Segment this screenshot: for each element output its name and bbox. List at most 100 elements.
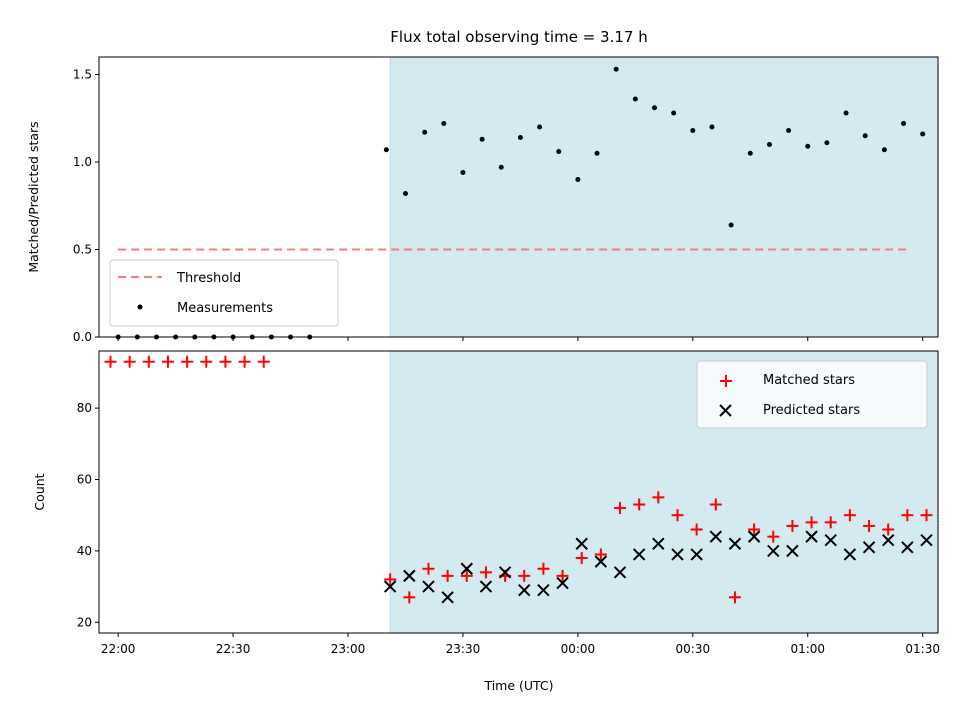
- measurement-point: [690, 128, 696, 133]
- top-legend: Threshold Measurements: [109, 259, 339, 327]
- top-y-tick-label: 1.5: [73, 68, 92, 82]
- measurement-point: [594, 150, 600, 156]
- matched-star-point: [181, 355, 194, 368]
- predicted-star-point: [498, 566, 512, 579]
- matched-star-point: [441, 569, 454, 582]
- matched-star-point: [238, 355, 251, 368]
- matched-star-point: [556, 569, 569, 582]
- matched-star-point: [614, 502, 627, 515]
- bottom-axes-frame: [98, 350, 939, 634]
- predicted-star-point: [383, 580, 397, 593]
- x-tick-label: 23:00: [331, 642, 366, 656]
- predicted-star-point: [901, 541, 914, 554]
- predicted-star-point: [479, 580, 493, 593]
- measurement-point: [805, 143, 811, 149]
- matched-star-point: [403, 591, 416, 604]
- predicted-star-point: [881, 533, 895, 547]
- bottom-y-tick-label: 60: [77, 473, 92, 487]
- x-axis-label: Time (UTC): [483, 678, 553, 693]
- chart-title: Flux total observing time = 3.17 h: [390, 28, 647, 46]
- x-tick-label: 00:30: [676, 642, 711, 656]
- matched-star-point: [219, 355, 232, 368]
- measurement-point: [747, 150, 753, 156]
- measurement-point: [402, 191, 408, 196]
- predicted-star-point: [824, 533, 837, 547]
- predicted-star-point: [690, 548, 703, 561]
- matched-star-point: [479, 566, 492, 579]
- measurement-point: [862, 133, 868, 139]
- x-tick-label: 22:00: [101, 642, 136, 656]
- predicted-stars-legend-label: Predicted stars: [763, 403, 860, 418]
- matched-stars-legend-swatch: [720, 375, 732, 387]
- matched-star-point: [767, 530, 780, 543]
- predicted-star-point: [709, 530, 723, 543]
- x-tick-label: 01:30: [905, 642, 940, 656]
- bottom-y-tick-label: 80: [77, 401, 92, 415]
- matched-star-point: [709, 498, 722, 511]
- matched-star-point: [805, 516, 818, 529]
- matched-star-point: [728, 591, 741, 604]
- matched-star-point: [575, 552, 588, 565]
- star-count-panel: 20 40 60 80 22:00 22:30 23:00 23:30 00:00 00:30 0…: [32, 350, 940, 693]
- measurement-point: [766, 142, 772, 147]
- matched-star-point: [537, 562, 550, 575]
- predicted-star-point: [422, 580, 435, 593]
- predicted-star-point: [805, 530, 818, 543]
- measurements-legend-label: Measurements: [177, 301, 273, 316]
- measurement-point: [786, 128, 792, 133]
- measurement-point: [652, 105, 658, 111]
- measurement-point: [613, 66, 619, 72]
- predicted-star-point: [920, 533, 933, 547]
- bottom-y-tick-label: 20: [77, 615, 92, 629]
- x-tick-label: 22:30: [216, 642, 251, 656]
- top-y-axis-label: Matched/Predicted stars: [26, 121, 41, 272]
- matched-star-point: [652, 491, 665, 504]
- matched-star-point: [422, 562, 435, 575]
- matched-star-point: [594, 548, 607, 561]
- matched-star-point: [633, 498, 646, 511]
- bottom-y-axis-label: Count: [32, 473, 47, 510]
- matched-star-point: [843, 509, 856, 522]
- matched-star-point: [142, 355, 155, 368]
- predicted-star-point: [862, 541, 876, 554]
- predicted-star-point: [441, 591, 454, 604]
- matched-star-point: [748, 523, 761, 536]
- predicted-star-point: [786, 544, 799, 558]
- matched-star-point: [123, 355, 136, 368]
- bottom-legend: Matched stars Predicted stars: [696, 360, 928, 429]
- predicted-star-point: [747, 530, 761, 543]
- matched-star-point: [920, 509, 933, 522]
- x-tick-label: 23:30: [446, 642, 481, 656]
- predicted-star-point: [460, 562, 473, 575]
- measurement-point: [632, 96, 638, 102]
- bottom-y-tick-label: 40: [77, 544, 92, 558]
- bottom-legend-box: [696, 360, 928, 429]
- predicted-star-point: [556, 576, 569, 590]
- predicted-star-point: [728, 537, 742, 550]
- matched-stars-legend-label: Matched stars: [763, 373, 855, 388]
- measurement-point: [728, 222, 734, 228]
- top-y-tick-label: 0.0: [73, 330, 92, 344]
- matched-star-point: [200, 355, 213, 368]
- matched-star-point: [901, 509, 914, 522]
- measurement-point: [383, 147, 389, 153]
- measurement-point: [824, 140, 830, 146]
- measurement-point: [843, 110, 849, 116]
- measurement-point: [422, 129, 428, 135]
- measurements-legend-swatch: [137, 304, 143, 310]
- matched-star-point: [786, 519, 799, 532]
- predicted-star-point: [518, 583, 531, 597]
- predicted-star-point: [671, 548, 684, 561]
- predicted-star-point: [652, 537, 665, 550]
- x-tick-label: 00:00: [561, 642, 596, 656]
- measurement-point: [517, 135, 523, 140]
- predicted-star-point: [632, 548, 646, 561]
- measurement-point: [709, 124, 715, 130]
- predicted-star-point: [575, 537, 588, 550]
- matched-star-point: [882, 523, 895, 536]
- measurement-point: [498, 164, 504, 170]
- observing-window-top: [389, 56, 939, 338]
- x-tick-label: 01:00: [790, 642, 825, 656]
- measurement-point: [460, 170, 466, 175]
